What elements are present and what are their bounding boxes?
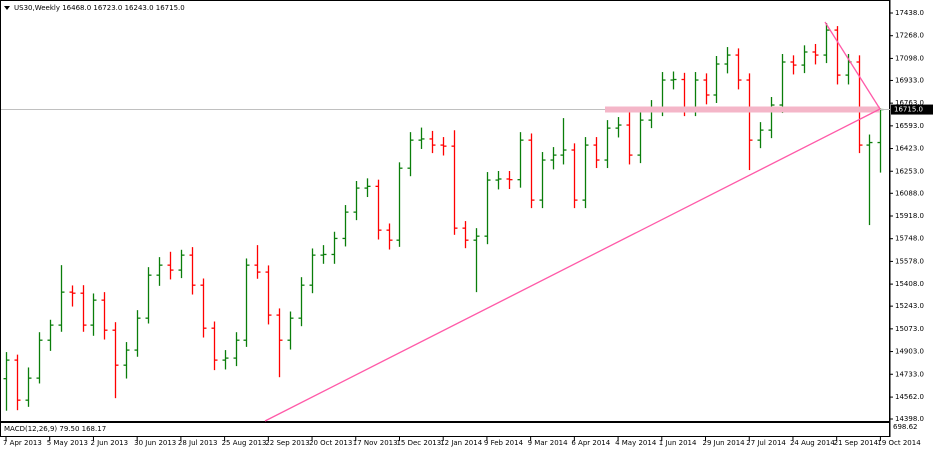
x-tick-label: 5 May 2013 [47, 439, 88, 447]
indicator-panel [0, 422, 890, 437]
x-tick-label: 7 Apr 2013 [3, 439, 42, 447]
y-tick-label: 17098.0 [895, 54, 924, 62]
x-tick-label: 21 Sep 2014 [834, 439, 879, 447]
open-label: 16468.0 [62, 4, 91, 12]
plot [1, 23, 890, 411]
x-tick-label: 24 Aug 2014 [790, 439, 835, 447]
y-tick-label: 15918.0 [895, 212, 924, 220]
x-tick-label: 25 Aug 2013 [222, 439, 267, 447]
x-tick-label: 20 Oct 2013 [309, 439, 352, 447]
x-tick-label: 22 Sep 2013 [265, 439, 309, 447]
x-tick-label: 15 Dec 2013 [396, 439, 441, 447]
indicator-tick: 698.62 [893, 423, 918, 431]
y-tick-label: 14398.0 [895, 415, 924, 423]
y-tick-label: 16593.0 [895, 122, 924, 130]
x-tick-label: 6 Apr 2014 [571, 439, 610, 447]
price-tag [891, 104, 933, 115]
low-label: 16243.0 [125, 4, 154, 12]
y-tick-label: 16763.0 [895, 99, 924, 107]
price-tag-label: 16715.0 [894, 106, 923, 114]
y-tick-label: 15748.0 [895, 235, 924, 243]
x-tick-label: 2 Jun 2013 [90, 439, 128, 447]
y-tick-label: 16088.0 [895, 189, 924, 197]
x-tick-label: 30 Jun 2013 [134, 439, 176, 447]
y-tick-label: 15073.0 [895, 325, 924, 333]
x-tick-label: 19 Oct 2014 [877, 439, 921, 447]
y-tick-label: 14733.0 [895, 370, 924, 378]
x-tick-label: 9 Mar 2014 [528, 439, 568, 447]
indicator-label: MACD(12,26,9) 79.50 168.17 [4, 425, 106, 433]
x-tick-label: 28 Jul 2013 [178, 439, 218, 447]
y-tick-label: 16933.0 [895, 76, 924, 84]
menu-arrow[interactable] [4, 6, 10, 10]
y-tick-label: 14562.0 [895, 393, 924, 401]
symbol: US30,Weekly [14, 4, 60, 12]
y-tick-label: 16423.0 [895, 145, 924, 153]
y-tick-label: 16253.0 [895, 167, 924, 175]
y-tick-label: 15578.0 [895, 257, 924, 265]
y-tick-label: 17438.0 [895, 9, 924, 17]
main-panel [0, 0, 890, 422]
high-label: 16723.0 [93, 4, 122, 12]
y-tick-label: 15408.0 [895, 280, 924, 288]
x-tick-label: 1 Jun 2014 [659, 439, 697, 447]
x-tick-label: 9 Feb 2014 [484, 439, 524, 447]
header-symbol: US30,Weekly 16468.0 16723.0 16243.0 1671… [14, 4, 185, 12]
y-tick-label: 15243.0 [895, 302, 924, 310]
x-tick-label: 29 Jun 2014 [703, 439, 746, 447]
x-tick-label: 27 Jul 2014 [746, 439, 786, 447]
close-label: 16715.0 [156, 4, 185, 12]
x-tick-label: 12 Jan 2014 [440, 439, 483, 447]
trend-line [264, 108, 881, 422]
y-tick-label: 14903.0 [895, 348, 924, 356]
trend-line [824, 21, 881, 110]
x-tick-label: 17 Nov 2013 [353, 439, 398, 447]
y-tick-label: 17268.0 [895, 32, 924, 40]
x-tick-label: 4 May 2014 [615, 439, 657, 447]
